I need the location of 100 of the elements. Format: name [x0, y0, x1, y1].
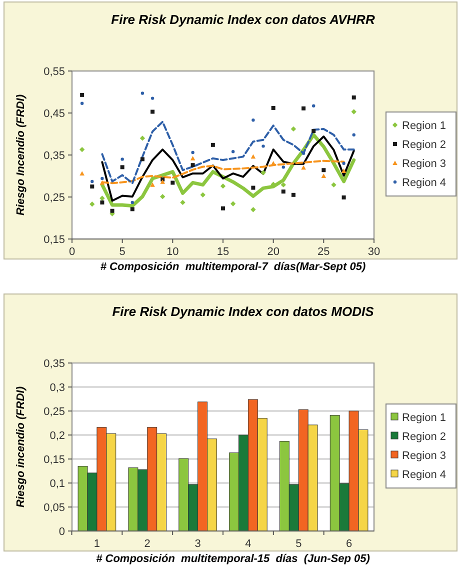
y-tick-label: 0,55 — [44, 66, 65, 78]
x-axis-title: # Composición multitemporal-15 días (Jun-Sep 05) — [96, 553, 370, 565]
point — [180, 200, 186, 206]
point — [110, 208, 114, 213]
x-tick-label: 10 — [166, 246, 179, 258]
point — [260, 170, 266, 176]
point — [190, 163, 195, 168]
point — [351, 109, 356, 114]
point — [322, 168, 326, 172]
y-tick-label: 0,25 — [44, 192, 65, 204]
y-tick-label: 0,2 — [50, 430, 65, 442]
x-tick-label: 6 — [346, 538, 352, 550]
point — [80, 102, 84, 105]
point — [250, 207, 256, 212]
y-tick-label: 0,25 — [44, 406, 65, 418]
x-tick-label: 2 — [144, 538, 150, 550]
y-tick-label: 0 — [58, 526, 65, 538]
point — [221, 206, 225, 210]
x-tick-label: 15 — [216, 246, 230, 258]
point — [140, 92, 144, 95]
point — [302, 106, 306, 110]
point — [80, 171, 84, 176]
point — [262, 144, 265, 148]
line-series — [101, 120, 355, 184]
point — [321, 174, 326, 178]
legend-label: Region 3 — [402, 158, 446, 170]
point — [130, 200, 134, 204]
point — [100, 180, 105, 185]
point — [120, 165, 124, 170]
point — [150, 110, 155, 114]
point — [140, 136, 146, 141]
x-tick-label: 0 — [68, 246, 76, 258]
legend-label: Region 1 — [402, 412, 446, 424]
point — [79, 146, 85, 152]
point — [312, 104, 316, 108]
y-tick-label: 0,35 — [44, 150, 65, 162]
point — [130, 207, 134, 212]
point — [220, 183, 226, 189]
point — [342, 162, 346, 165]
point — [342, 195, 346, 200]
legend-label: Region 1 — [402, 120, 446, 132]
x-tick-label: 3 — [194, 538, 201, 550]
point — [252, 118, 255, 122]
x-axis-title: # Composición multitemporal-7 días(Mar-Sept 05) — [100, 261, 366, 273]
x-tick-label: 25 — [318, 246, 330, 258]
point — [90, 180, 94, 184]
point — [191, 150, 194, 154]
y-tick-label: 0,05 — [44, 502, 65, 514]
point — [251, 186, 256, 190]
point — [280, 182, 286, 188]
legend-label: Region 2 — [402, 431, 446, 443]
point — [210, 142, 215, 147]
point — [312, 129, 316, 134]
point — [281, 190, 286, 194]
point — [160, 194, 166, 200]
point — [190, 156, 196, 160]
legend-label: Region 4 — [402, 177, 446, 189]
point — [160, 179, 165, 184]
point — [80, 92, 84, 97]
y-tick-label: 0,35 — [44, 358, 65, 370]
legend-label: Region 4 — [402, 469, 446, 481]
y-axis-title: Riesgo Incendio (FRDI) — [15, 94, 27, 216]
point — [200, 192, 206, 198]
chart-title: Fire Risk Dynamic Index con datos MODIS — [112, 304, 374, 319]
y-tick-label: 0,45 — [44, 108, 65, 120]
point — [100, 200, 104, 204]
point — [230, 201, 236, 206]
point — [290, 126, 296, 132]
point — [170, 180, 175, 185]
x-tick-label: 4 — [245, 538, 252, 550]
y-tick-label: 0,15 — [44, 454, 65, 466]
point — [301, 165, 306, 170]
line-series — [101, 160, 345, 184]
point — [271, 106, 276, 110]
point — [250, 154, 256, 159]
point — [90, 202, 95, 207]
legend-label: Region 2 — [402, 139, 446, 151]
point — [140, 157, 144, 162]
point — [150, 96, 154, 100]
x-tick-label: 20 — [267, 246, 280, 258]
y-axis-title: Riesgo incendio (FRDI) — [15, 386, 27, 508]
point — [282, 166, 285, 169]
x-tick-label: 5 — [296, 538, 302, 550]
x-tick-label: 5 — [119, 246, 126, 258]
point — [331, 182, 336, 188]
y-tick-label: 0,1 — [50, 478, 65, 490]
point — [341, 168, 346, 173]
y-tick-label: 0,3 — [50, 382, 65, 394]
point — [100, 176, 104, 180]
point — [291, 192, 296, 197]
point — [352, 95, 356, 100]
x-tick-label: 1 — [94, 538, 100, 550]
point — [352, 133, 356, 136]
legend-label: Region 3 — [402, 450, 446, 462]
point — [100, 196, 105, 201]
point — [231, 150, 235, 154]
point — [150, 182, 155, 187]
x-tick-label: 30 — [368, 246, 380, 258]
y-tick-label: 0,15 — [44, 234, 65, 246]
point — [90, 184, 94, 188]
